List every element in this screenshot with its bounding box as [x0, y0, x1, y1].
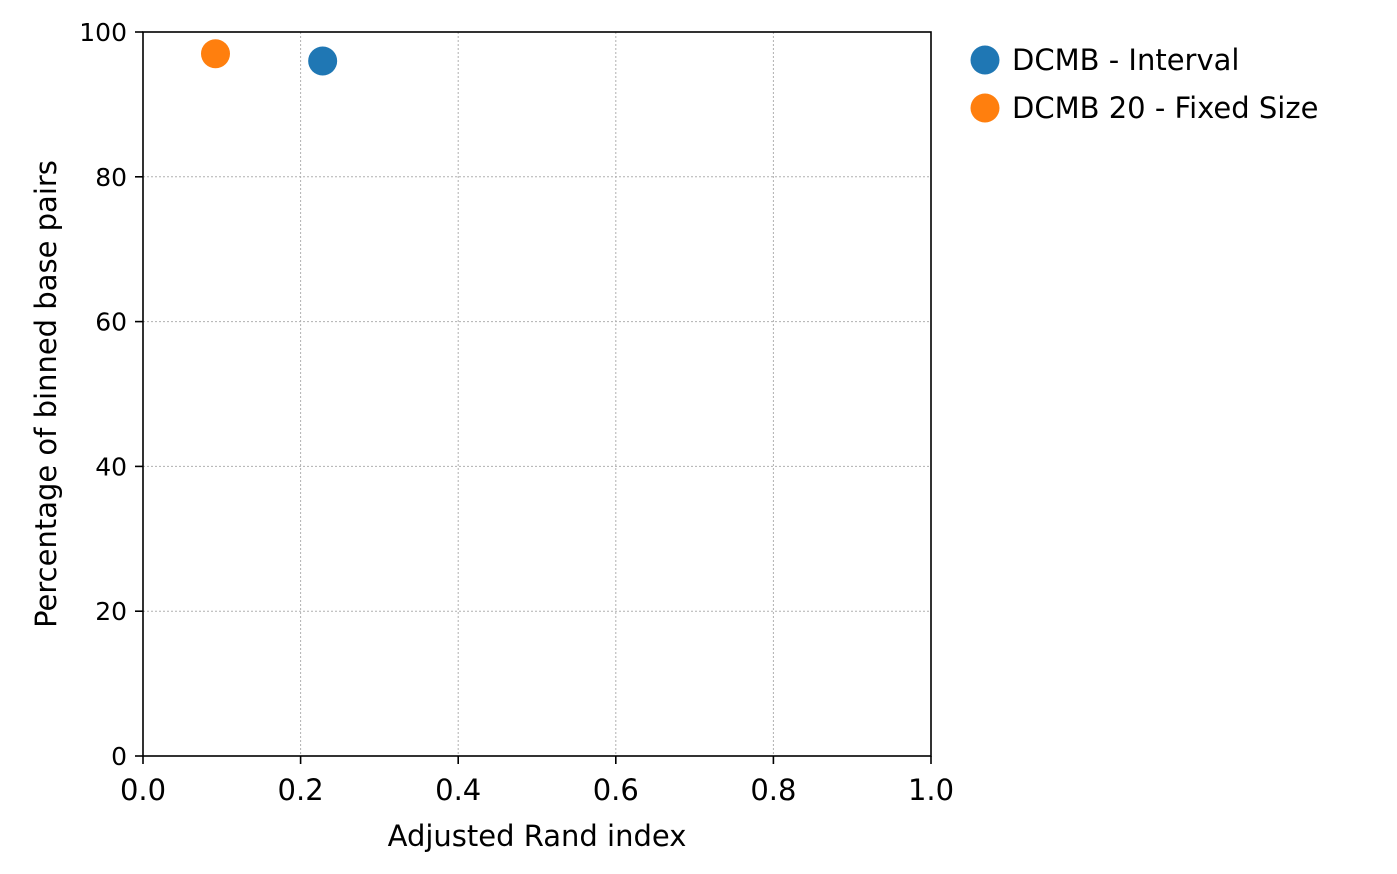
y-tick-label: 20 — [95, 597, 127, 626]
x-tick-label: 0.6 — [593, 773, 639, 807]
x-tick-label: 0.4 — [435, 773, 481, 807]
x-tick-label: 0.2 — [278, 773, 324, 807]
y-tick-label: 0 — [111, 742, 127, 771]
y-tick-label: 100 — [79, 18, 127, 47]
legend-label: DCMB - Interval — [1012, 43, 1239, 77]
data-point — [200, 39, 230, 69]
data-point — [308, 46, 338, 76]
y-tick-label: 40 — [95, 452, 127, 481]
grid-lines — [143, 32, 931, 756]
legend-marker — [970, 45, 1000, 75]
legend: DCMB - Interval DCMB 20 - Fixed Size — [970, 43, 1318, 125]
y-axis-title: Percentage of binned base pairs — [29, 160, 63, 628]
x-axis-title: Adjusted Rand index — [388, 819, 687, 853]
legend-marker — [970, 93, 1000, 123]
x-tick-label: 0.8 — [750, 773, 796, 807]
legend-label: DCMB 20 - Fixed Size — [1012, 91, 1318, 125]
x-axis-ticks: 0.0 0.2 0.4 0.6 0.8 1.0 — [120, 756, 954, 807]
plot-frame — [142, 31, 932, 757]
y-axis-ticks: 0 20 40 60 80 100 — [79, 18, 143, 771]
x-tick-label: 1.0 — [908, 773, 954, 807]
y-tick-label: 80 — [95, 163, 127, 192]
y-tick-label: 60 — [95, 308, 127, 337]
data-points — [200, 39, 338, 76]
x-tick-label: 0.0 — [120, 773, 166, 807]
